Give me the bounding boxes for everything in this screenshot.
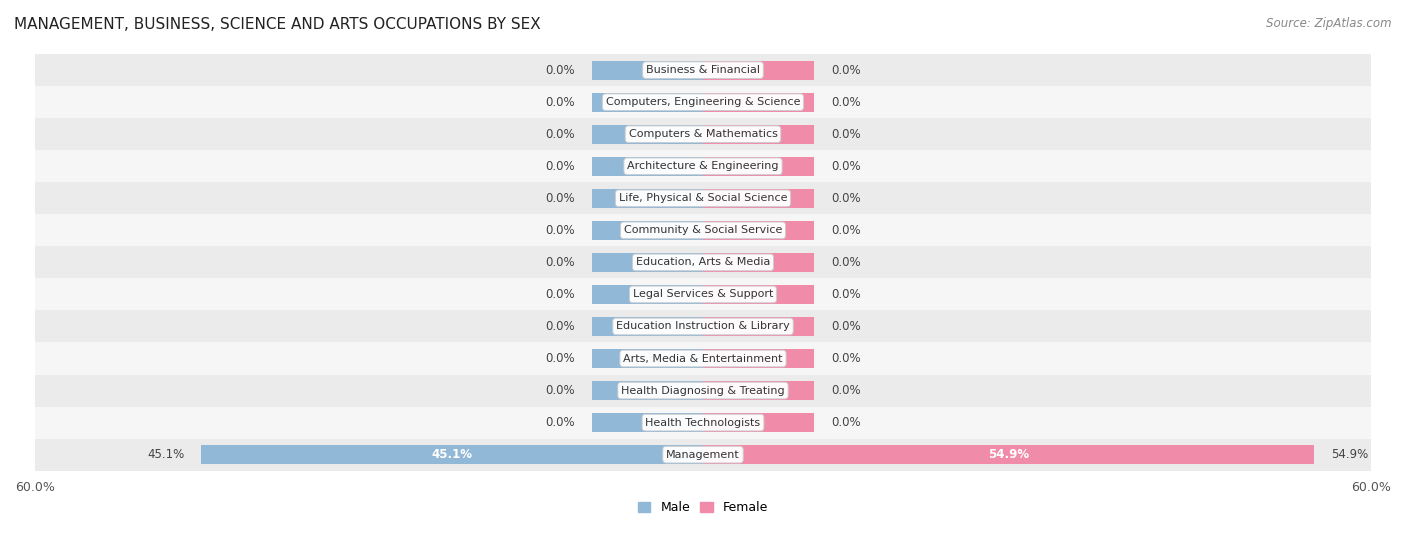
Bar bbox=[592, 60, 703, 80]
Text: 0.0%: 0.0% bbox=[546, 352, 575, 365]
Bar bbox=[592, 93, 703, 112]
Text: 0.0%: 0.0% bbox=[831, 288, 860, 301]
Bar bbox=[35, 406, 1371, 439]
Bar bbox=[703, 381, 814, 400]
Text: Legal Services & Support: Legal Services & Support bbox=[633, 290, 773, 300]
Text: 0.0%: 0.0% bbox=[546, 192, 575, 205]
Text: 0.0%: 0.0% bbox=[546, 127, 575, 141]
Bar bbox=[592, 317, 703, 336]
Text: MANAGEMENT, BUSINESS, SCIENCE AND ARTS OCCUPATIONS BY SEX: MANAGEMENT, BUSINESS, SCIENCE AND ARTS O… bbox=[14, 17, 541, 32]
Legend: Male, Female: Male, Female bbox=[638, 501, 768, 514]
Text: 0.0%: 0.0% bbox=[831, 127, 860, 141]
Bar bbox=[703, 413, 814, 432]
Bar bbox=[592, 221, 703, 240]
Bar bbox=[592, 253, 703, 272]
Text: 0.0%: 0.0% bbox=[546, 224, 575, 237]
Bar bbox=[35, 439, 1371, 471]
Bar bbox=[592, 349, 703, 368]
Text: Management: Management bbox=[666, 449, 740, 459]
Bar bbox=[35, 214, 1371, 247]
Bar bbox=[35, 86, 1371, 118]
Text: 0.0%: 0.0% bbox=[546, 256, 575, 269]
Text: 54.9%: 54.9% bbox=[1331, 448, 1368, 461]
Text: 45.1%: 45.1% bbox=[146, 448, 184, 461]
Text: Arts, Media & Entertainment: Arts, Media & Entertainment bbox=[623, 353, 783, 363]
Text: 0.0%: 0.0% bbox=[831, 416, 860, 429]
Bar bbox=[35, 375, 1371, 406]
Text: 0.0%: 0.0% bbox=[831, 64, 860, 77]
Bar bbox=[592, 157, 703, 176]
Bar bbox=[201, 445, 703, 464]
Text: 0.0%: 0.0% bbox=[546, 384, 575, 397]
Text: 0.0%: 0.0% bbox=[831, 192, 860, 205]
Text: Computers & Mathematics: Computers & Mathematics bbox=[628, 129, 778, 139]
Bar bbox=[592, 381, 703, 400]
Bar bbox=[703, 157, 814, 176]
Bar bbox=[35, 247, 1371, 278]
Bar bbox=[703, 349, 814, 368]
Text: Business & Financial: Business & Financial bbox=[645, 65, 761, 75]
Bar bbox=[35, 118, 1371, 150]
Text: 0.0%: 0.0% bbox=[546, 160, 575, 173]
Text: 0.0%: 0.0% bbox=[831, 96, 860, 108]
Text: 0.0%: 0.0% bbox=[831, 320, 860, 333]
Bar bbox=[703, 60, 814, 80]
Bar bbox=[703, 221, 814, 240]
Bar bbox=[592, 285, 703, 304]
Bar bbox=[35, 278, 1371, 310]
Text: 0.0%: 0.0% bbox=[831, 160, 860, 173]
Text: 0.0%: 0.0% bbox=[546, 96, 575, 108]
Bar bbox=[592, 125, 703, 144]
Text: Health Technologists: Health Technologists bbox=[645, 418, 761, 428]
Bar bbox=[592, 413, 703, 432]
Bar bbox=[35, 310, 1371, 343]
Text: Computers, Engineering & Science: Computers, Engineering & Science bbox=[606, 97, 800, 107]
Text: 0.0%: 0.0% bbox=[831, 384, 860, 397]
Bar bbox=[703, 285, 814, 304]
Text: Source: ZipAtlas.com: Source: ZipAtlas.com bbox=[1267, 17, 1392, 30]
Bar bbox=[592, 189, 703, 208]
Text: 54.9%: 54.9% bbox=[988, 448, 1029, 461]
Text: 0.0%: 0.0% bbox=[546, 416, 575, 429]
Text: Community & Social Service: Community & Social Service bbox=[624, 225, 782, 235]
Text: 0.0%: 0.0% bbox=[831, 256, 860, 269]
Text: 0.0%: 0.0% bbox=[546, 288, 575, 301]
Bar bbox=[35, 150, 1371, 182]
Text: Life, Physical & Social Science: Life, Physical & Social Science bbox=[619, 193, 787, 203]
Bar bbox=[35, 54, 1371, 86]
Text: 45.1%: 45.1% bbox=[432, 448, 472, 461]
Bar bbox=[703, 253, 814, 272]
Text: Health Diagnosing & Treating: Health Diagnosing & Treating bbox=[621, 386, 785, 396]
Text: 0.0%: 0.0% bbox=[831, 224, 860, 237]
Text: Architecture & Engineering: Architecture & Engineering bbox=[627, 161, 779, 171]
Text: Education Instruction & Library: Education Instruction & Library bbox=[616, 321, 790, 331]
Bar bbox=[35, 182, 1371, 214]
Bar bbox=[35, 343, 1371, 375]
Bar bbox=[703, 445, 1315, 464]
Bar bbox=[703, 93, 814, 112]
Text: 0.0%: 0.0% bbox=[546, 64, 575, 77]
Text: 0.0%: 0.0% bbox=[831, 352, 860, 365]
Bar bbox=[703, 317, 814, 336]
Bar bbox=[703, 125, 814, 144]
Text: 0.0%: 0.0% bbox=[546, 320, 575, 333]
Bar bbox=[703, 189, 814, 208]
Text: Education, Arts & Media: Education, Arts & Media bbox=[636, 257, 770, 267]
